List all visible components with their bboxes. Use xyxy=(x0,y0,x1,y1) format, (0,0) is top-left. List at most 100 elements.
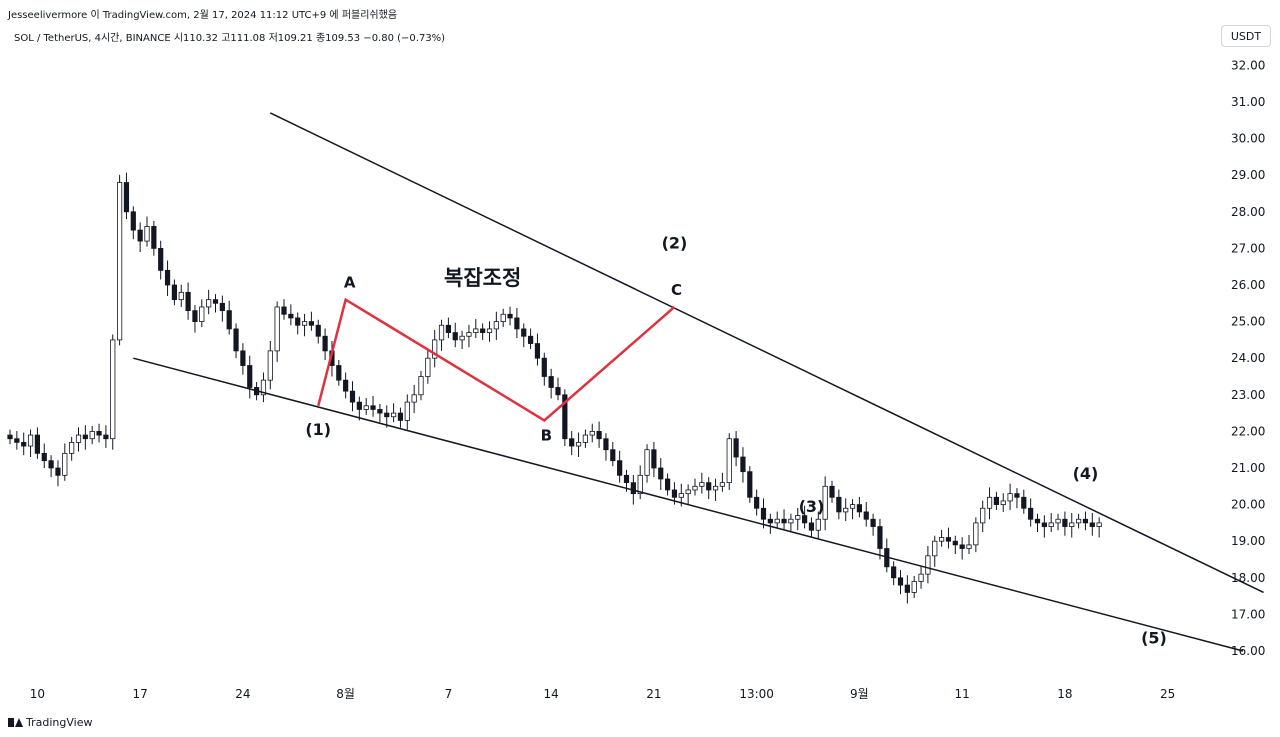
candle-body xyxy=(151,226,157,249)
price-tick: 24.00 xyxy=(1231,351,1265,365)
candle-body xyxy=(14,438,20,443)
price-tick: 25.00 xyxy=(1231,315,1265,329)
candle-body xyxy=(356,401,362,410)
candle-body xyxy=(671,489,678,498)
currency-button[interactable]: USDT xyxy=(1221,25,1271,47)
candle-body xyxy=(712,485,719,491)
candle-body xyxy=(130,211,136,231)
candle-body xyxy=(596,430,602,440)
candle-body xyxy=(1069,522,1075,527)
candle-body xyxy=(370,405,376,410)
pattern-label-a: A xyxy=(344,274,356,292)
brand-label: TradingView xyxy=(26,716,93,729)
candle-body xyxy=(1021,496,1027,509)
candle-body xyxy=(514,317,520,330)
candle-body xyxy=(685,489,691,495)
candle-body xyxy=(171,284,177,301)
price-tick: 32.00 xyxy=(1231,58,1265,72)
price-tick: 26.00 xyxy=(1231,278,1265,292)
candle-body xyxy=(226,310,232,330)
candle-body xyxy=(665,478,671,491)
candle-body xyxy=(993,496,1000,505)
candle-body xyxy=(603,438,609,451)
candle-body xyxy=(740,456,746,473)
candle-body xyxy=(260,379,267,396)
candle-body xyxy=(925,555,931,575)
candle-body xyxy=(747,471,753,498)
candle-body xyxy=(158,247,164,271)
candle-body xyxy=(754,496,760,509)
annotation-label: (3) xyxy=(799,497,825,516)
candle-body xyxy=(726,438,732,484)
candle-body xyxy=(295,317,301,326)
candle-body xyxy=(336,365,342,381)
price-tick: 17.00 xyxy=(1231,607,1265,621)
pattern-label-c: C xyxy=(671,281,682,299)
candle-body xyxy=(719,482,726,487)
candle-body xyxy=(1014,493,1020,498)
candle-body xyxy=(836,496,842,513)
candle-body xyxy=(425,357,431,377)
candle-body xyxy=(117,182,123,341)
candle-body xyxy=(808,522,815,531)
candle-body xyxy=(918,573,924,582)
candle-body xyxy=(377,409,383,414)
candle-body xyxy=(617,460,623,476)
candle-body xyxy=(932,540,938,557)
candle-body xyxy=(939,537,945,542)
candle-body xyxy=(384,412,390,418)
candle-body xyxy=(123,182,130,213)
candle-body xyxy=(75,434,82,443)
time-tick: 13:00 xyxy=(739,687,774,701)
candle-body xyxy=(349,390,356,403)
candle-body xyxy=(315,324,321,337)
time-tick: 9월 xyxy=(850,687,869,701)
candle-body xyxy=(62,452,68,476)
abc-pattern: A B C xyxy=(317,274,682,444)
candle-body xyxy=(1028,507,1034,520)
candle-body xyxy=(644,449,650,476)
candle-body xyxy=(199,306,205,322)
candle-body xyxy=(781,518,787,524)
candle-body xyxy=(678,493,684,498)
candle-body xyxy=(55,467,61,476)
abc-line xyxy=(317,297,676,422)
candle-body xyxy=(555,387,561,396)
time-tick: 21 xyxy=(646,687,661,701)
time-tick: 18 xyxy=(1057,687,1072,701)
candle-body xyxy=(877,526,883,549)
price-tick: 29.00 xyxy=(1231,168,1265,182)
candle-body xyxy=(952,540,958,546)
candle-body xyxy=(21,441,27,447)
candle-body xyxy=(322,335,328,352)
candle-body xyxy=(233,328,239,352)
candle-body xyxy=(897,577,904,586)
candle-body xyxy=(1007,493,1013,502)
candle-body xyxy=(1041,522,1047,527)
time-tick: 25 xyxy=(1160,687,1175,701)
price-tick: 22.00 xyxy=(1231,424,1265,438)
candle-body xyxy=(1076,518,1082,524)
candle-body xyxy=(911,581,917,593)
candle-body xyxy=(562,394,568,440)
candle-body xyxy=(849,504,856,509)
time-tick: 14 xyxy=(544,687,559,701)
candle-body xyxy=(82,434,88,440)
time-tick: 11 xyxy=(955,687,970,701)
tradingview-logo[interactable]: TradingView xyxy=(8,716,92,729)
candle-body xyxy=(541,357,547,377)
trendline xyxy=(133,357,1244,652)
candle-body xyxy=(1089,522,1095,527)
candle-body xyxy=(637,474,643,495)
candle-body xyxy=(34,434,41,454)
candle-body xyxy=(986,496,993,509)
time-tick: 10 xyxy=(30,687,45,701)
tradingview-logo-icon xyxy=(8,718,23,727)
time-tick: 7 xyxy=(445,687,453,701)
annotation-label: (4) xyxy=(1073,464,1099,483)
candle-body xyxy=(144,226,150,242)
candle-body xyxy=(452,332,458,341)
price-tick: 18.00 xyxy=(1231,571,1265,585)
candle-body xyxy=(548,376,554,388)
